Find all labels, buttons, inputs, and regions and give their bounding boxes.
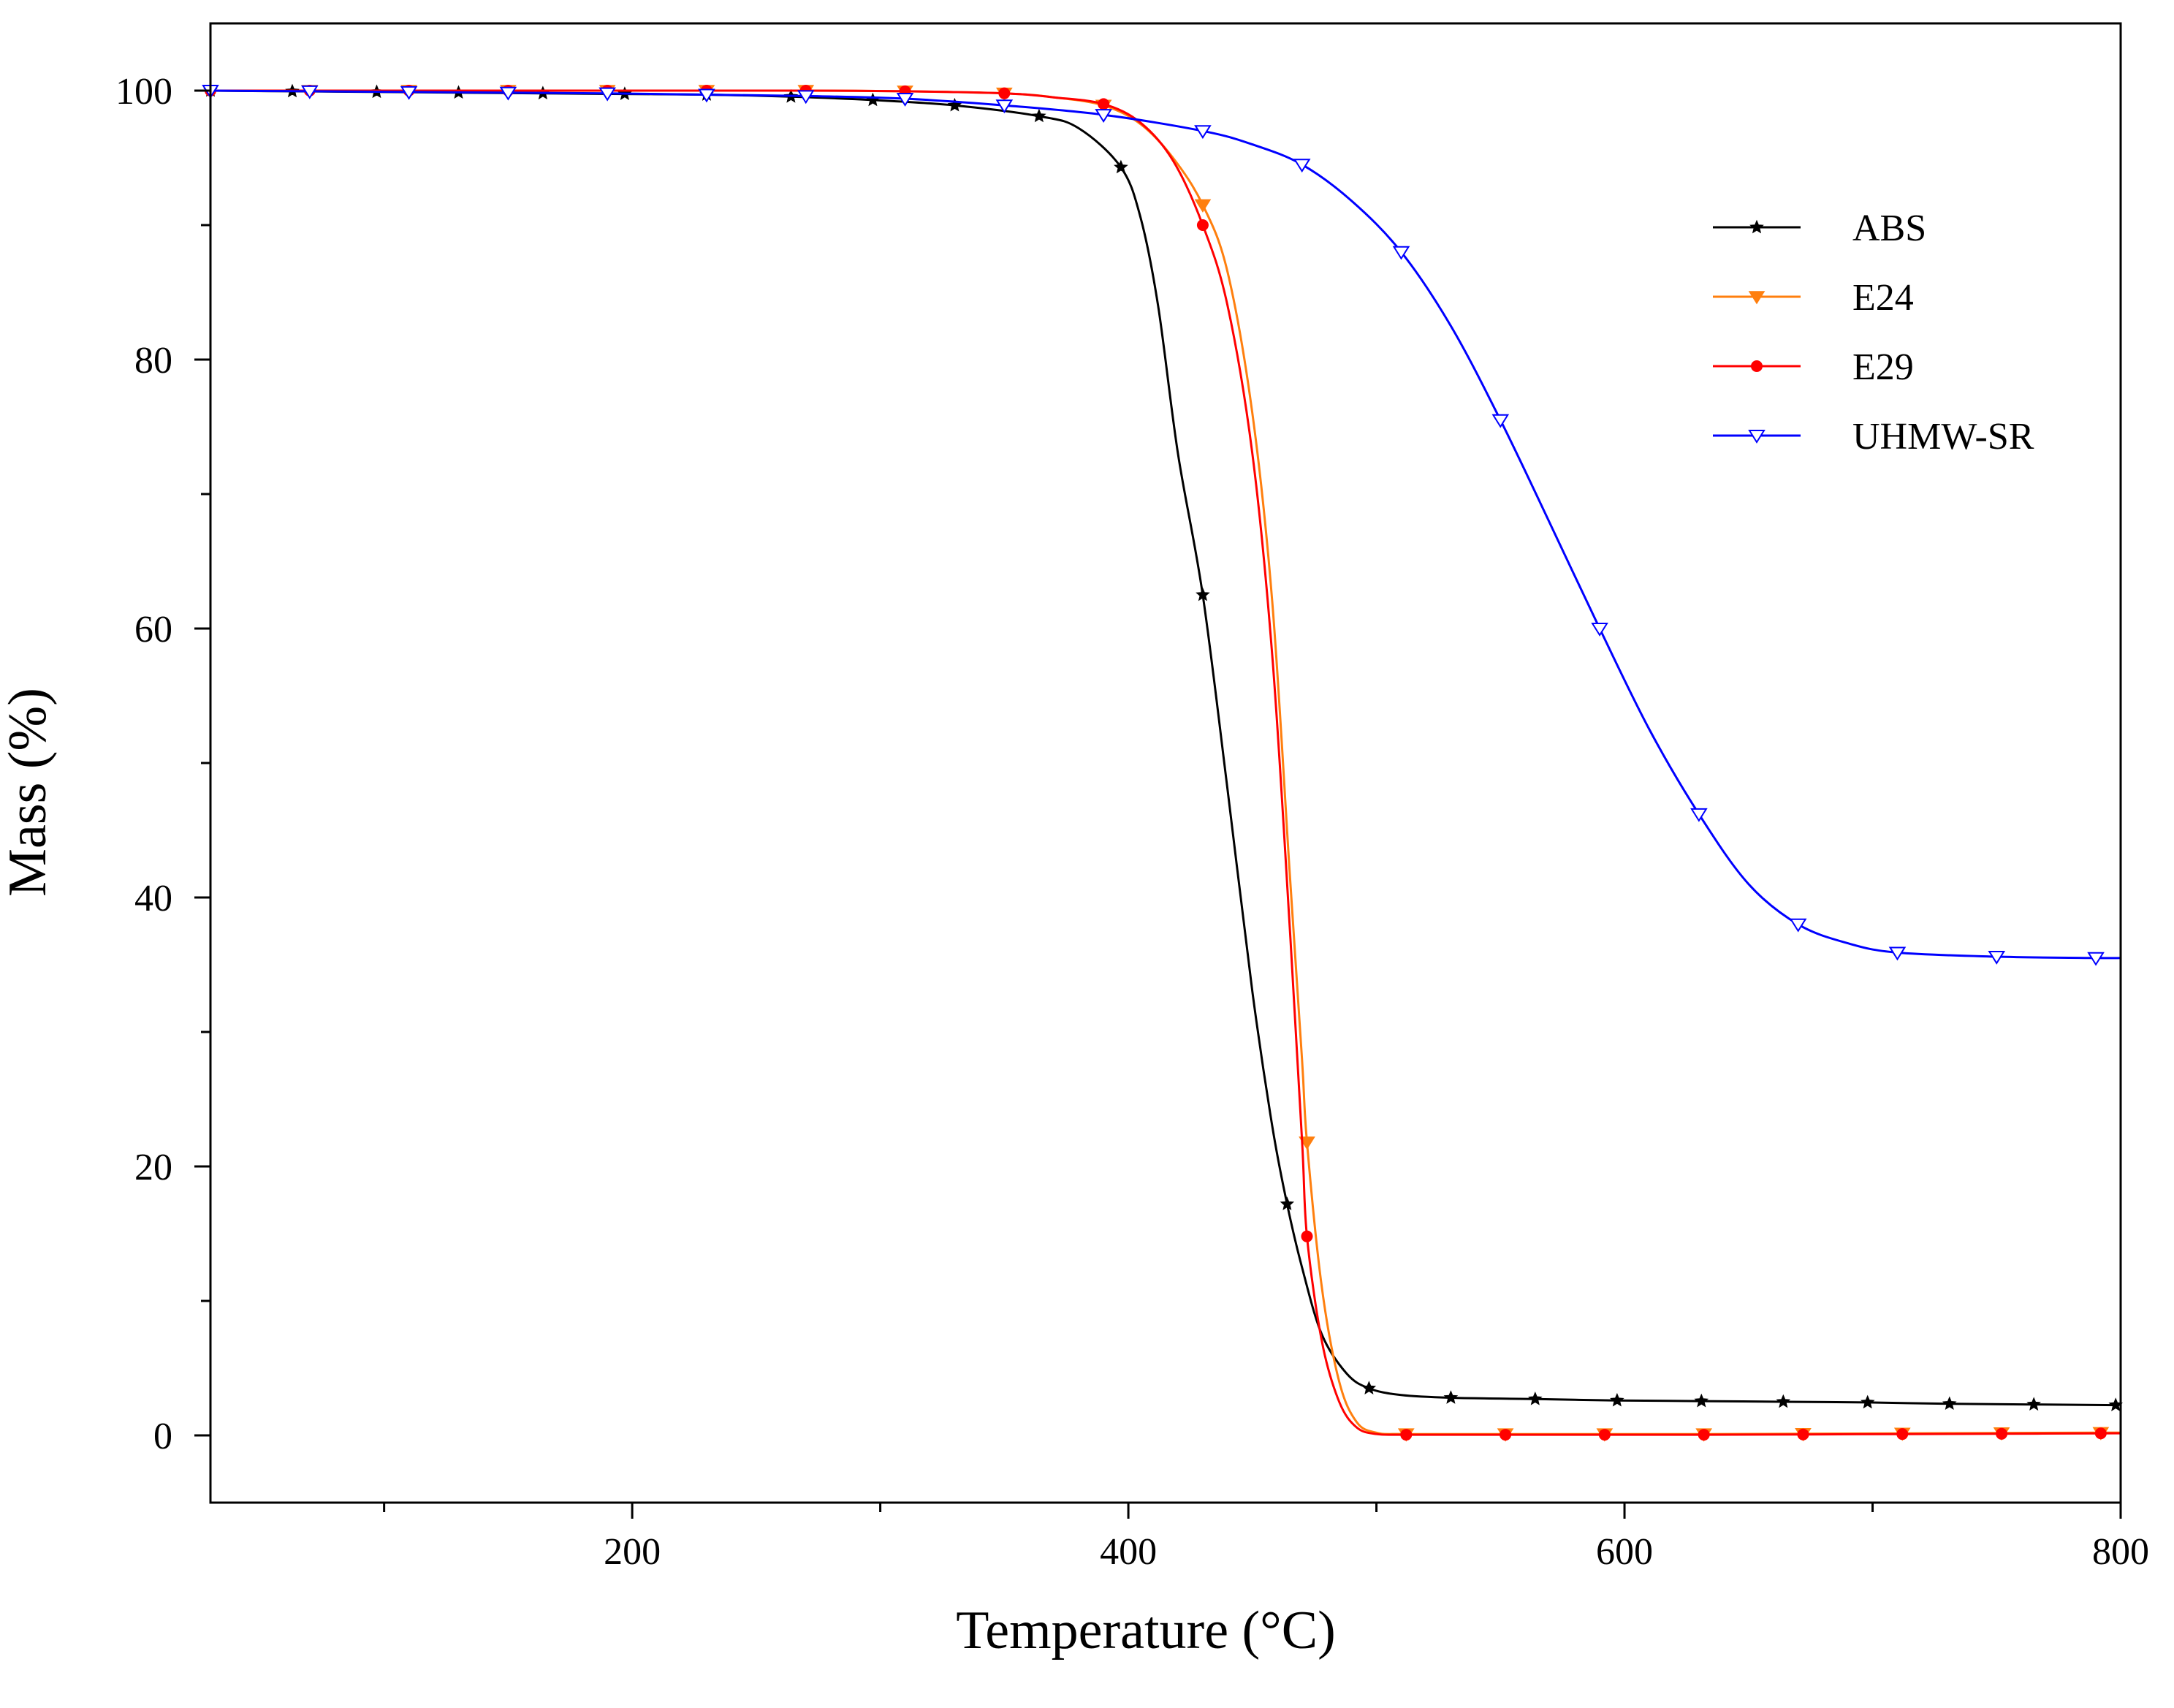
series-uhmw-sr bbox=[202, 85, 2122, 966]
data-point-abs bbox=[865, 92, 881, 107]
data-point-abs bbox=[947, 97, 962, 112]
data-point-uhmw-sr bbox=[400, 86, 418, 100]
legend-item-e24: E24 bbox=[1713, 277, 1914, 319]
legend-marker-uhmw-sr bbox=[1748, 430, 1766, 444]
data-point-e29 bbox=[1400, 1429, 1413, 1441]
data-point-e29 bbox=[1301, 1230, 1313, 1242]
data-point-uhmw-sr bbox=[1293, 159, 1311, 173]
data-point-uhmw-sr bbox=[1789, 918, 1807, 933]
series-line-e24 bbox=[209, 89, 2122, 1435]
y-tick-label: 60 bbox=[134, 609, 172, 650]
series-line-e29 bbox=[209, 89, 2122, 1436]
legend-item-e29: E29 bbox=[1713, 346, 1914, 388]
data-point-uhmw-sr bbox=[896, 93, 914, 107]
legend-marker-e24 bbox=[1748, 291, 1766, 305]
series-line-uhmw-sr bbox=[209, 89, 2122, 960]
data-point-abs bbox=[1776, 1394, 1791, 1408]
legend-marker-abs bbox=[1749, 219, 1764, 234]
data-point-uhmw-sr bbox=[1095, 109, 1112, 124]
data-point-e29 bbox=[1500, 1429, 1512, 1441]
data-point-uhmw-sr bbox=[1194, 125, 1212, 140]
data-point-uhmw-sr bbox=[1888, 946, 1907, 961]
legend-marker-e29 bbox=[1751, 360, 1763, 372]
data-point-uhmw-sr bbox=[1690, 808, 1708, 822]
data-point-abs bbox=[1528, 1392, 1543, 1405]
y-tick-label: 0 bbox=[153, 1416, 172, 1457]
data-point-e29 bbox=[1896, 1428, 1909, 1441]
data-point-abs bbox=[1196, 587, 1210, 601]
data-point-uhmw-sr bbox=[1591, 623, 1608, 637]
legend-item-uhmw-sr: UHMW-SR bbox=[1713, 416, 2034, 458]
data-point-e29 bbox=[1098, 98, 1110, 110]
legend: ABS E24 E29 UHMW-SR bbox=[1713, 208, 2034, 458]
data-point-uhmw-sr bbox=[1491, 414, 1510, 428]
data-point-abs bbox=[1610, 1392, 1624, 1407]
data-point-uhmw-sr bbox=[1392, 246, 1410, 260]
legend-label-abs: ABS bbox=[1852, 208, 1926, 249]
legend-label-e29: E29 bbox=[1852, 346, 1914, 388]
y-tick-label: 100 bbox=[115, 71, 172, 113]
plot-frame bbox=[209, 22, 2122, 1504]
data-point-uhmw-sr bbox=[2087, 952, 2105, 966]
x-tick-label: 200 bbox=[604, 1531, 661, 1573]
data-point-abs bbox=[1280, 1196, 1295, 1210]
y-axis-title: Mass (%) bbox=[0, 688, 58, 897]
legend-item-abs: ABS bbox=[1713, 208, 1926, 249]
data-point-e24 bbox=[1194, 199, 1212, 213]
data-point-abs bbox=[1032, 108, 1046, 123]
y-tick-label: 80 bbox=[134, 340, 172, 382]
data-point-abs bbox=[1114, 159, 1128, 174]
x-tick-label: 400 bbox=[1100, 1531, 1157, 1573]
data-point-uhmw-sr bbox=[995, 99, 1014, 114]
data-point-e29 bbox=[1698, 1429, 1710, 1441]
data-point-uhmw-sr bbox=[797, 90, 815, 105]
data-point-e29 bbox=[1196, 219, 1209, 231]
data-point-abs bbox=[1860, 1394, 1875, 1409]
data-point-e29 bbox=[1996, 1427, 2008, 1440]
x-axis-title: Temperature (°C) bbox=[956, 1601, 1336, 1660]
data-point-abs bbox=[1942, 1396, 1957, 1411]
data-point-e29 bbox=[1598, 1429, 1611, 1441]
y-tick-label: 40 bbox=[134, 878, 172, 919]
series-e29 bbox=[205, 85, 2122, 1441]
data-point-e29 bbox=[1797, 1428, 1809, 1441]
data-point-e29 bbox=[2094, 1427, 2107, 1440]
legend-label-uhmw-sr: UHMW-SR bbox=[1852, 416, 2034, 458]
series-layer bbox=[202, 83, 2124, 1442]
data-point-uhmw-sr bbox=[499, 86, 517, 101]
series-abs bbox=[203, 83, 2124, 1411]
data-point-uhmw-sr bbox=[1988, 950, 2006, 965]
data-point-abs bbox=[1443, 1390, 1459, 1404]
data-point-abs bbox=[1694, 1393, 1709, 1408]
data-point-abs bbox=[1361, 1381, 1377, 1394]
y-tick-label: 20 bbox=[134, 1147, 172, 1188]
data-point-uhmw-sr bbox=[598, 87, 616, 102]
data-point-abs bbox=[2026, 1397, 2041, 1411]
series-e24 bbox=[202, 85, 2122, 1442]
data-point-e24 bbox=[1299, 1136, 1315, 1150]
legend-label-e24: E24 bbox=[1852, 277, 1914, 319]
series-line-abs bbox=[209, 89, 2117, 1407]
data-point-e29 bbox=[998, 87, 1011, 99]
axes-layer: 200 400 600 800 0 20 40 60 80 100 bbox=[115, 22, 2149, 1573]
data-point-uhmw-sr bbox=[300, 85, 319, 99]
x-tick-label: 600 bbox=[1596, 1531, 1653, 1573]
data-point-uhmw-sr bbox=[698, 88, 715, 103]
x-tick-label: 800 bbox=[2092, 1531, 2149, 1573]
